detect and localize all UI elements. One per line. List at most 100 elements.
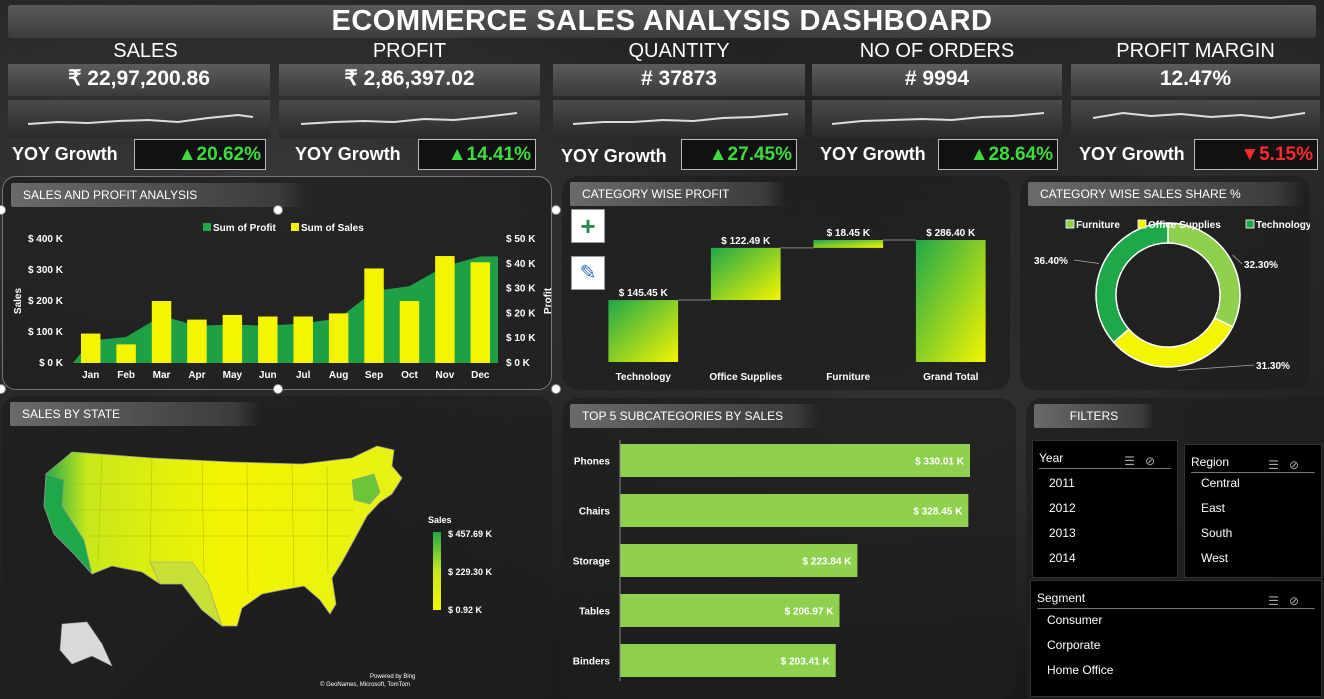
x-tick-label: Feb (117, 370, 135, 381)
y2-tick-label: $ 40 K (506, 259, 536, 270)
data-label: 36.40% (1034, 256, 1068, 267)
resize-handle[interactable] (273, 384, 283, 394)
new-york-shape (351, 473, 381, 505)
sales-bar (399, 301, 420, 363)
california-shape (43, 473, 93, 575)
clear-filter-icon[interactable]: ⊘ (1144, 454, 1165, 468)
x-tick-label: May (223, 370, 243, 381)
y-tick-label: $ 300 K (28, 265, 64, 276)
resize-handle[interactable] (0, 205, 6, 215)
resize-handle[interactable] (0, 384, 6, 394)
kpi-growth-value: ▲28.64% (938, 139, 1058, 170)
kpi-sparkline (279, 100, 540, 138)
map-legend-min: $ 0.92 K (448, 605, 483, 615)
sales-bar (187, 319, 207, 363)
sales-bar (293, 316, 313, 363)
y2-tick-label: $ 0 K (506, 358, 531, 369)
data-label: $ 206.97 K (785, 607, 835, 618)
sales-profit-panel[interactable]: SALES AND PROFIT ANALYSIS Sum of Profit S… (2, 176, 553, 390)
kpi-value: # 37873 (553, 64, 805, 96)
segment-slicer[interactable]: Segment ☰⊘ Consumer Corporate Home Offic… (1030, 580, 1322, 697)
data-label: 32.30% (1244, 260, 1278, 271)
slicer-item-consumer[interactable]: Consumer (1047, 613, 1103, 627)
clear-filter-icon[interactable]: ⊘ (1288, 458, 1309, 472)
kpi-growth-value: ▲27.45% (681, 139, 797, 170)
kpi-growth-value: ▼5.15% (1194, 139, 1318, 170)
data-label: 31.30% (1256, 361, 1290, 372)
waterfall-bar (710, 247, 781, 301)
y2-tick-label: $ 50 K (506, 234, 536, 245)
top5-subcategories-panel: TOP 5 SUBCATEGORIES BY SALES $ 330.01 K P… (562, 398, 1016, 699)
sales-bar (328, 313, 349, 363)
legend-label: Office Supplies (1148, 220, 1221, 231)
chart-style-brush-button[interactable]: ✎ (571, 256, 605, 290)
y-axis-title: Sales (13, 287, 24, 314)
sales-bar (116, 344, 136, 363)
y-tick-label: $ 100 K (28, 327, 64, 338)
kpi-yoy-label: YOY Growth (561, 146, 667, 166)
multi-select-icon[interactable]: ☰ (1124, 454, 1145, 468)
multi-select-icon[interactable]: ☰ (1268, 458, 1289, 472)
dashboard-title: ECOMMERCE SALES ANALYSIS DASHBOARD (8, 5, 1316, 38)
panel-title: CATEGORY WISE PROFIT (570, 182, 786, 206)
multi-select-icon[interactable]: ☰ (1268, 594, 1289, 608)
resize-handle[interactable] (551, 384, 561, 394)
clear-filter-icon[interactable]: ⊘ (1288, 594, 1309, 608)
y-tick-label: Storage (573, 557, 611, 568)
category-profit-chart: $ 145.45 K Technology $ 122.49 K Office Sup… (608, 228, 986, 383)
data-label: $ 330.01 K (915, 457, 965, 468)
kpi-yoy-label: YOY Growth (295, 144, 401, 164)
slicer-item-west[interactable]: West (1201, 551, 1229, 565)
x-tick-label: Oct (401, 370, 418, 381)
y2-tick-label: $ 20 K (506, 308, 536, 319)
kpi-title: PROFIT (372, 40, 447, 62)
y-tick-label: $ 200 K (28, 296, 64, 307)
add-chart-element-button[interactable]: + (571, 209, 605, 243)
x-tick-label: Technology (616, 372, 672, 383)
slicer-item-home-office[interactable]: Home Office (1047, 663, 1114, 677)
kpi-title: PROFIT MARGIN (1116, 40, 1275, 62)
sales-bar (258, 316, 278, 363)
subcategory-bar (620, 444, 970, 477)
legend-label: Furniture (1076, 220, 1120, 231)
us-map (43, 445, 403, 667)
panel-title: CATEGORY WISE SALES SHARE % (1028, 182, 1304, 206)
legend-label: Technology (1256, 220, 1310, 231)
slicer-item-central[interactable]: Central (1201, 476, 1240, 490)
kpi-orders-card: NO OF ORDERS # 9994 YOY Growth ▲28.64% (812, 40, 1062, 172)
kpi-value: ₹ 22,97,200.86 (8, 64, 270, 96)
label-leader-line (1177, 364, 1255, 371)
year-slicer[interactable]: Year ☰⊘ 2011 2012 2013 2014 (1032, 440, 1178, 578)
kpi-value: # 9994 (812, 64, 1062, 96)
kpi-sparkline (812, 100, 1062, 138)
texas-shape (149, 561, 223, 627)
slicer-item-corporate[interactable]: Corporate (1047, 638, 1101, 652)
legend-label-sales: Sum of Sales (301, 223, 364, 234)
slicer-item-2011[interactable]: 2011 (1049, 476, 1075, 490)
kpi-yoy-label: YOY Growth (820, 144, 926, 164)
slicer-item-east[interactable]: East (1201, 501, 1226, 515)
resize-handle[interactable] (551, 205, 561, 215)
subcategory-bar (620, 594, 840, 627)
label-leader-line (1073, 259, 1099, 264)
subcategory-bar (620, 494, 969, 527)
x-tick-label: Grand Total (923, 372, 979, 383)
sales-bar (470, 262, 491, 363)
x-tick-label: Aug (329, 370, 348, 381)
top5-subcategories-chart: $ 330.01 K Phones $ 328.45 K Chairs $ 223.84… (573, 440, 970, 681)
slicer-item-2013[interactable]: 2013 (1049, 526, 1076, 540)
resize-handle[interactable] (273, 205, 283, 215)
waterfall-bar (813, 240, 884, 248)
waterfall-bar (915, 240, 986, 362)
x-tick-label: Jan (82, 370, 99, 381)
map-credit-bing: Powered by Bing (370, 674, 416, 680)
slicer-item-2012[interactable]: 2012 (1049, 501, 1076, 515)
data-label: $ 122.49 K (721, 236, 771, 247)
region-slicer[interactable]: Region ☰⊘ Central East South West (1184, 444, 1322, 578)
y2-tick-label: $ 30 K (506, 284, 536, 295)
slicer-item-2014[interactable]: 2014 (1049, 551, 1076, 565)
legend-swatch (1245, 219, 1255, 229)
kpi-title: SALES (113, 40, 178, 62)
slicer-item-south[interactable]: South (1201, 526, 1233, 540)
sales-profit-chart: Sum of Profit Sum of Sales $ 0 K $ 100 K $ 2… (13, 223, 553, 381)
